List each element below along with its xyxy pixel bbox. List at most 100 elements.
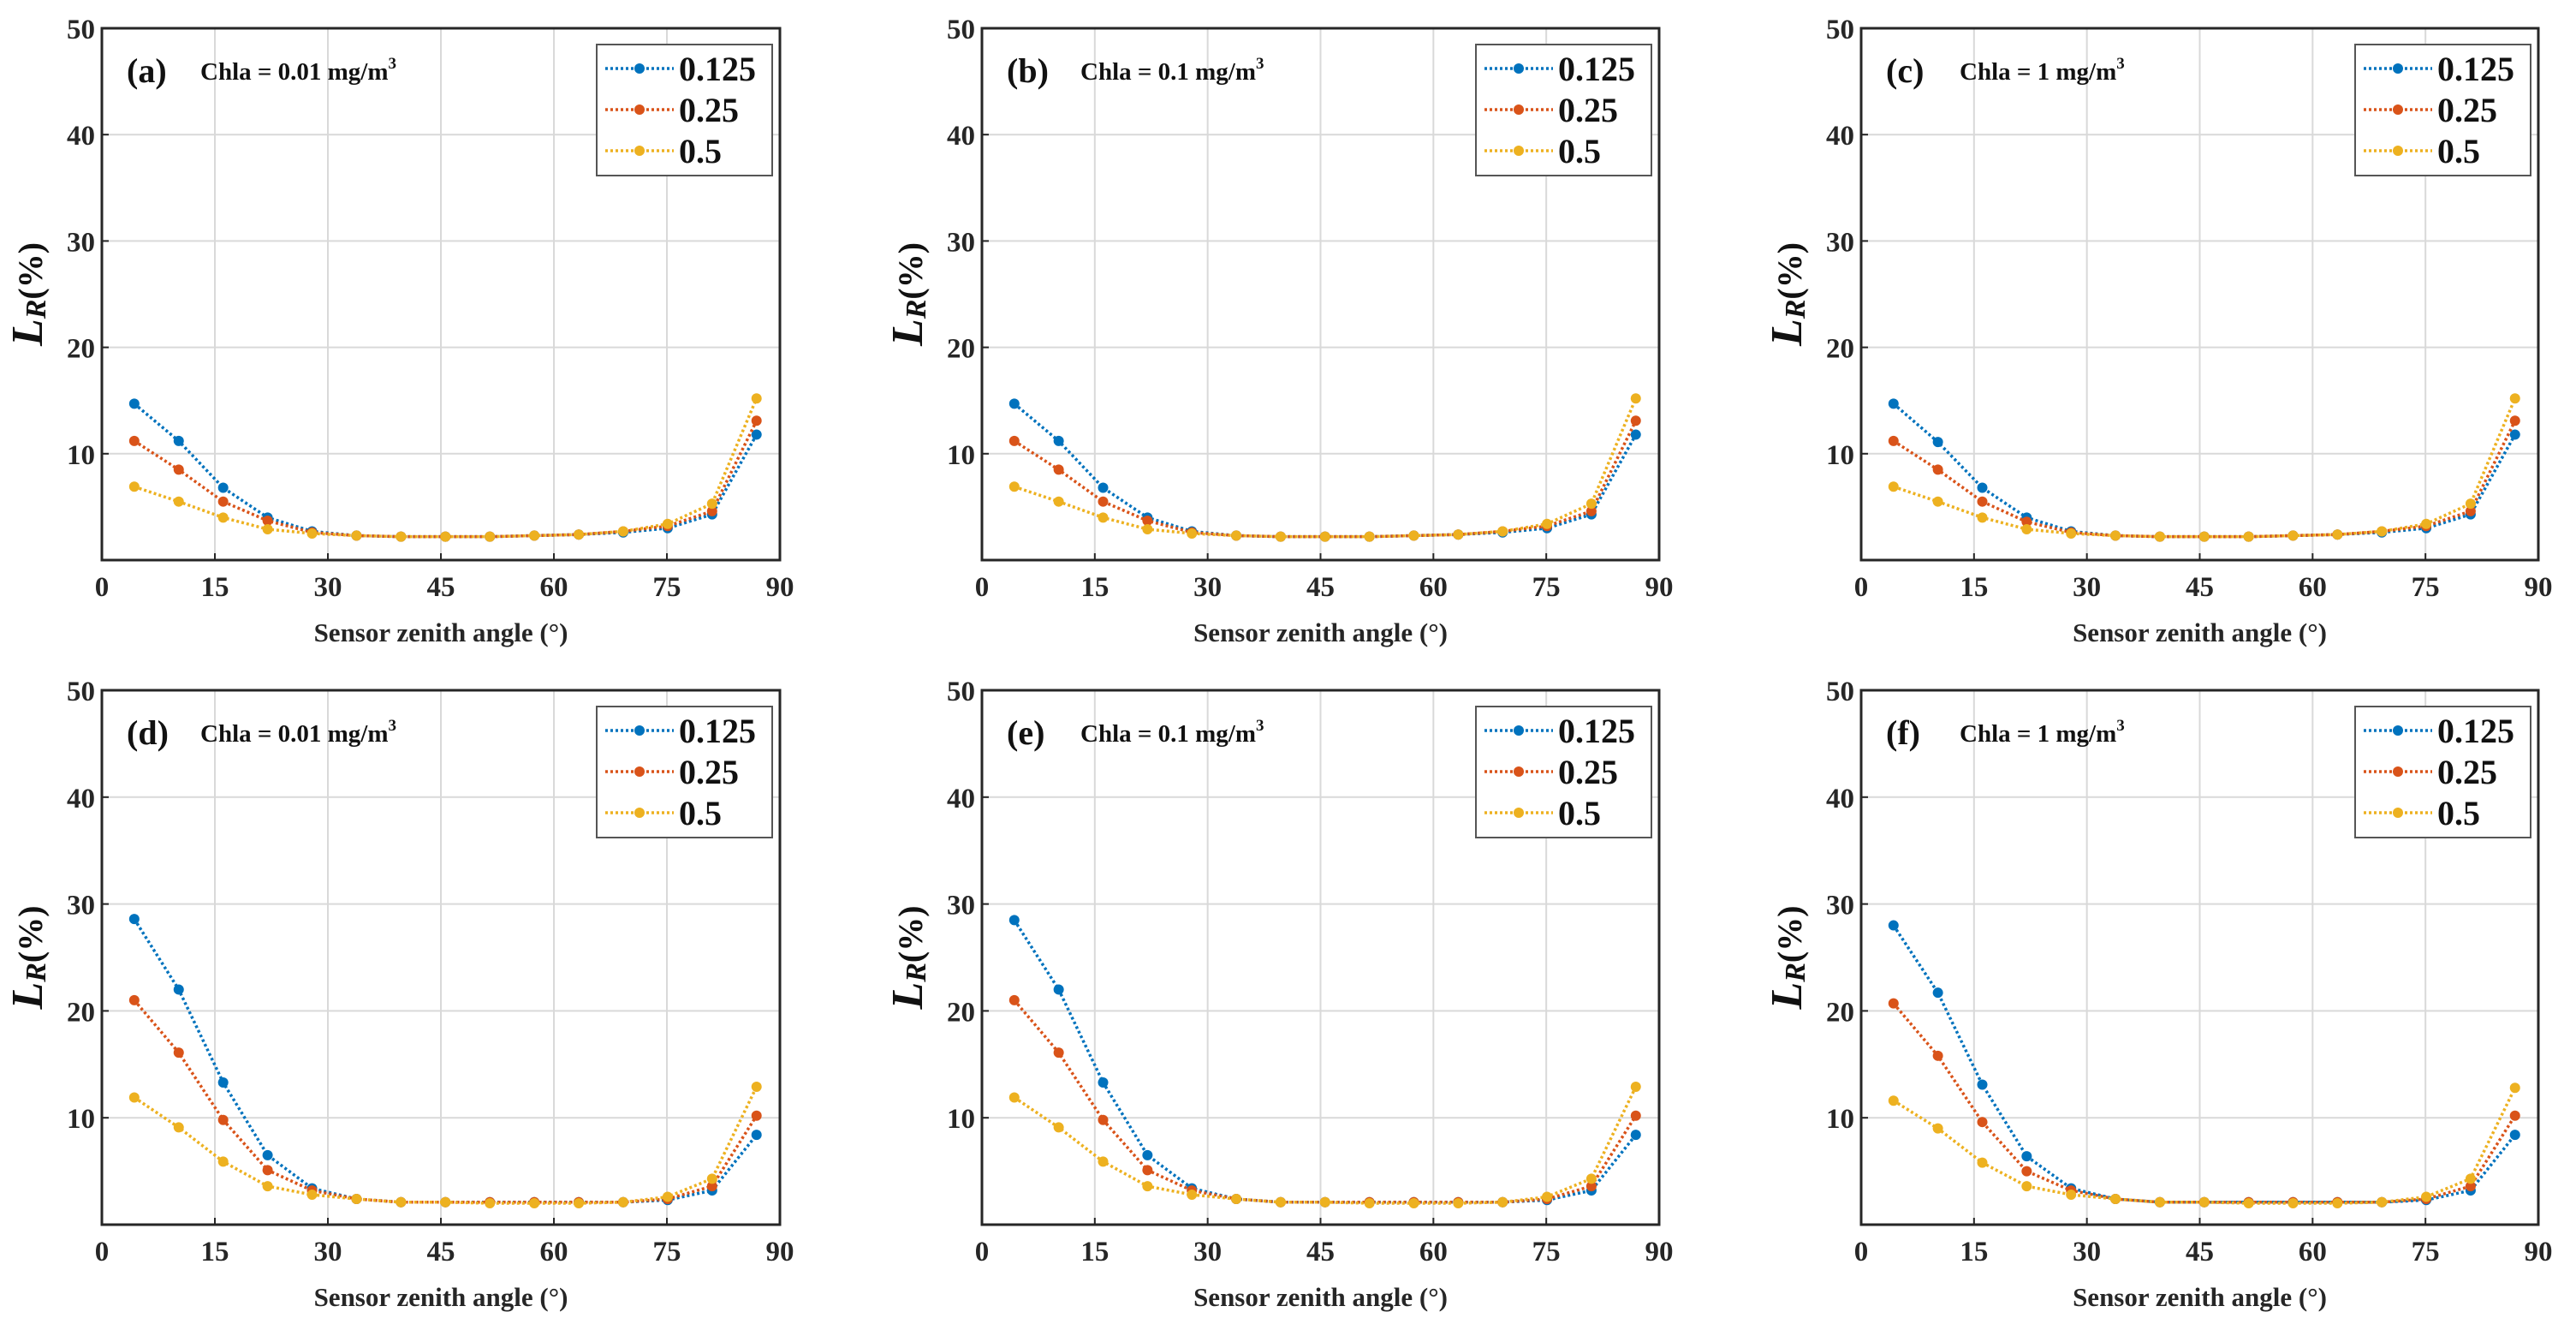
legend-label: 0.25 <box>2437 753 2497 791</box>
data-point-0.5 <box>1408 530 1419 541</box>
y-label-subscript: R <box>1780 300 1812 320</box>
data-point-0.5 <box>1630 1082 1641 1093</box>
data-point-0.125 <box>751 429 762 440</box>
data-point-0.5 <box>1932 1123 1943 1134</box>
data-point-0.5 <box>2021 523 2032 534</box>
data-point-0.5 <box>351 1194 362 1205</box>
y-axis-label: LR(%) <box>883 242 932 347</box>
legend-label: 0.125 <box>1558 50 1635 88</box>
data-point-0.125 <box>2021 1151 2032 1162</box>
legend-label: 0.25 <box>2437 91 2497 129</box>
y-label-main: L <box>1763 982 1812 1011</box>
data-point-0.5 <box>2332 529 2343 540</box>
legend-label: 0.25 <box>1558 753 1618 791</box>
data-point-0.5 <box>1497 526 1508 537</box>
data-point-0.25 <box>173 1047 184 1059</box>
x-tick-label: 90 <box>766 1237 794 1267</box>
x-tick-label: 45 <box>427 572 455 603</box>
data-point-0.5 <box>1231 530 1242 541</box>
data-point-0.25 <box>1630 415 1641 426</box>
chla-text: Chla = 0.1 mg/m <box>1080 58 1256 86</box>
x-tick-label: 0 <box>975 572 990 603</box>
data-point-0.25 <box>1008 994 1020 1005</box>
data-point-0.5 <box>2021 1181 2032 1192</box>
legend-marker-0.25 <box>634 104 645 115</box>
data-point-0.25 <box>1932 464 1943 475</box>
legend-marker-0.125 <box>634 63 645 74</box>
x-tick-label: 15 <box>201 572 229 603</box>
x-tick-label: 15 <box>1080 572 1109 603</box>
y-tick-label: 20 <box>67 334 95 365</box>
y-tick-label: 40 <box>1826 121 1854 152</box>
chla-superscript: 3 <box>389 717 397 735</box>
data-point-0.5 <box>1275 1196 1286 1208</box>
x-tick-label: 45 <box>1306 572 1335 603</box>
x-tick-label: 0 <box>975 1237 990 1267</box>
series-line-0.5 <box>1893 397 2517 539</box>
data-point-0.5 <box>2421 1191 2432 1202</box>
y-label-subscript: R <box>21 963 52 983</box>
data-point-0.125 <box>2509 429 2520 440</box>
y-label-subscript: R <box>901 300 932 320</box>
data-point-0.25 <box>1888 435 1899 446</box>
legend-marker-0.5 <box>634 146 645 156</box>
data-point-0.125 <box>1977 482 1988 493</box>
x-tick-label: 15 <box>201 1237 229 1267</box>
legend-box <box>2354 706 2531 838</box>
data-point-0.25 <box>217 1114 229 1125</box>
data-point-0.125 <box>1630 429 1641 440</box>
data-point-0.125 <box>1008 398 1020 409</box>
data-point-0.125 <box>262 1149 273 1160</box>
legend-marker-0.25 <box>2393 104 2403 115</box>
x-tick-label: 30 <box>314 572 342 603</box>
y-label-main: L <box>3 319 52 347</box>
y-tick-label: 20 <box>947 334 975 365</box>
legend-label: 0.5 <box>1558 132 1601 170</box>
x-tick-label: 15 <box>1960 572 1988 603</box>
y-tick-label: 50 <box>1826 677 1854 707</box>
legend-label: 0.125 <box>679 50 756 88</box>
panel-label: (a) <box>127 51 167 90</box>
data-point-0.5 <box>574 529 585 540</box>
series-line-0.5 <box>1014 397 1638 539</box>
y-tick-label: 30 <box>1826 891 1854 921</box>
y-tick-label: 10 <box>67 440 95 471</box>
data-point-0.5 <box>662 518 673 529</box>
x-axis-label: Sensor zenith angle (°) <box>1193 1282 1448 1312</box>
data-point-0.5 <box>1142 1181 1153 1192</box>
data-point-0.25 <box>2509 415 2520 426</box>
data-point-0.5 <box>751 1082 762 1093</box>
data-point-0.5 <box>1231 1194 1242 1205</box>
data-point-0.5 <box>1888 481 1899 492</box>
x-tick-label: 0 <box>95 572 110 603</box>
y-label-suffix: (%) <box>11 242 50 300</box>
data-point-0.5 <box>262 1181 273 1192</box>
data-point-0.5 <box>1364 1198 1375 1209</box>
x-tick-label: 75 <box>2412 572 2440 603</box>
chla-superscript: 3 <box>2116 55 2125 73</box>
data-point-0.25 <box>128 994 140 1005</box>
data-point-0.125 <box>1008 915 1020 926</box>
data-point-0.5 <box>1319 1196 1330 1208</box>
legend-marker-0.125 <box>634 725 645 736</box>
data-point-0.125 <box>1098 1077 1109 1088</box>
data-point-0.25 <box>173 464 184 475</box>
y-tick-label: 10 <box>947 440 975 471</box>
data-point-0.5 <box>706 1173 717 1184</box>
legend-label: 0.5 <box>679 132 722 170</box>
x-tick-label: 30 <box>1193 572 1222 603</box>
y-axis-label: LR(%) <box>1763 242 1812 347</box>
y-tick-label: 20 <box>67 997 95 1028</box>
x-tick-label: 60 <box>1419 572 1448 603</box>
legend-label: 0.125 <box>1558 712 1635 750</box>
data-point-0.5 <box>1888 1095 1899 1106</box>
subplot-b: 0 15 30 45 60 75 90 10 20 30 40 50 Sensor zenith ang… <box>883 15 1674 647</box>
data-point-0.25 <box>262 516 273 527</box>
y-tick-label: 40 <box>67 784 95 814</box>
data-point-0.125 <box>128 914 140 925</box>
data-point-0.5 <box>1453 529 1464 540</box>
x-tick-label: 45 <box>427 1237 455 1267</box>
data-point-0.5 <box>351 530 362 541</box>
